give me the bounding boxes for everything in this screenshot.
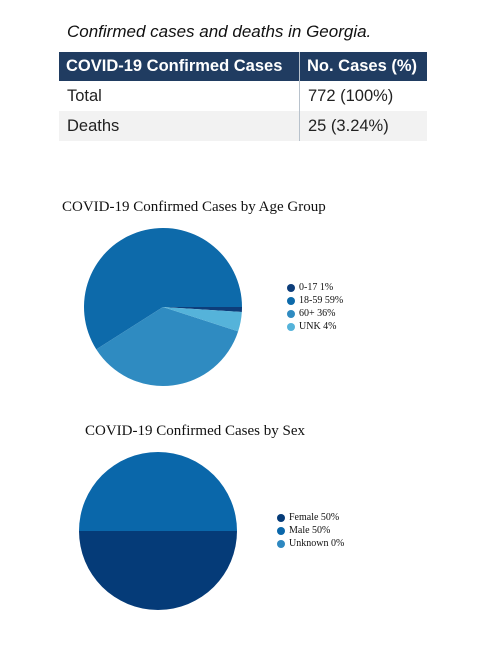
cases-table: COVID-19 Confirmed Cases No. Cases (%) T… (59, 52, 427, 141)
legend-swatch-icon (287, 283, 295, 292)
row-label-total: Total (59, 81, 300, 111)
legend-label: 18-59 59% (299, 295, 344, 306)
age-group-pie-chart (84, 227, 243, 386)
column-header-count: No. Cases (%) (299, 52, 427, 81)
legend-swatch-icon (277, 526, 285, 535)
legend-item: Unknown 0% (277, 537, 344, 550)
sex-pie-chart (79, 452, 237, 610)
legend-label: 60+ 36% (299, 308, 336, 319)
sex-chart-title: COVID-19 Confirmed Cases by Sex (85, 423, 305, 439)
age-slice-unk (163, 307, 242, 332)
legend-item: UNK 4% (287, 320, 343, 333)
legend-swatch-icon (277, 513, 285, 522)
legend-item: 18-59 59% (287, 294, 343, 307)
age-slice-0-17 (163, 307, 242, 312)
legend-label: 0-17 1% (299, 282, 334, 293)
row-label-deaths: Deaths (59, 111, 300, 141)
legend-label: Male 50% (289, 525, 331, 536)
legend-swatch-icon (287, 322, 295, 331)
legend-swatch-icon (287, 296, 295, 305)
legend-item: Male 50% (277, 524, 344, 537)
table-row: Deaths 25 (3.24%) (59, 111, 427, 141)
row-value-deaths: 25 (3.24%) (299, 111, 427, 141)
sex-slice-female (79, 531, 237, 610)
legend-label: Unknown 0% (289, 538, 345, 549)
age-group-legend: 0-17 1% 18-59 59% 60+ 36% UNK 4% (287, 281, 343, 333)
legend-label: UNK 4% (299, 321, 337, 332)
table-header-row: COVID-19 Confirmed Cases No. Cases (%) (59, 52, 427, 81)
legend-swatch-icon (287, 309, 295, 318)
table-row: Total 772 (100%) (59, 81, 427, 111)
age-chart-title: COVID-19 Confirmed Cases by Age Group (62, 199, 326, 215)
legend-label: Female 50% (289, 512, 340, 523)
sex-legend: Female 50% Male 50% Unknown 0% (277, 511, 344, 550)
legend-item: Female 50% (277, 511, 344, 524)
column-header-cases: COVID-19 Confirmed Cases (59, 52, 300, 81)
age-slice-60- (96, 307, 239, 386)
legend-swatch-icon (277, 539, 285, 548)
sex-slice-male (79, 452, 237, 531)
legend-item: 0-17 1% (287, 281, 343, 294)
age-slice-18-59 (84, 227, 243, 350)
legend-item: 60+ 36% (287, 307, 343, 320)
row-value-total: 772 (100%) (299, 81, 427, 111)
table-caption: Confirmed cases and deaths in Georgia. (67, 22, 372, 41)
